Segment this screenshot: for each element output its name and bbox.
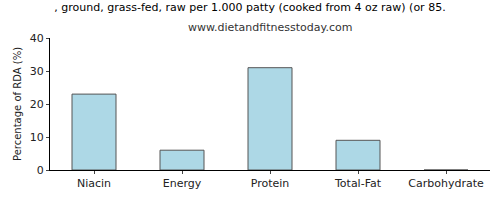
- svg-text:30: 30: [30, 65, 44, 78]
- svg-text:10: 10: [30, 131, 44, 144]
- svg-text:Carbohydrate: Carbohydrate: [408, 177, 484, 190]
- svg-text:0: 0: [37, 164, 44, 177]
- svg-text:Total-Fat: Total-Fat: [334, 177, 382, 190]
- svg-text:, ground, grass-fed, raw per 1: , ground, grass-fed, raw per 1.000 patty…: [54, 1, 445, 14]
- svg-text:Percentage of RDA (%): Percentage of RDA (%): [12, 47, 23, 161]
- svg-text:Niacin: Niacin: [77, 177, 111, 190]
- svg-text:20: 20: [30, 98, 44, 111]
- svg-text:Energy: Energy: [163, 177, 202, 190]
- svg-text:40: 40: [30, 32, 44, 45]
- svg-text:www.dietandfitnesstoday.com: www.dietandfitnesstoday.com: [188, 21, 352, 34]
- svg-text:Protein: Protein: [251, 177, 290, 190]
